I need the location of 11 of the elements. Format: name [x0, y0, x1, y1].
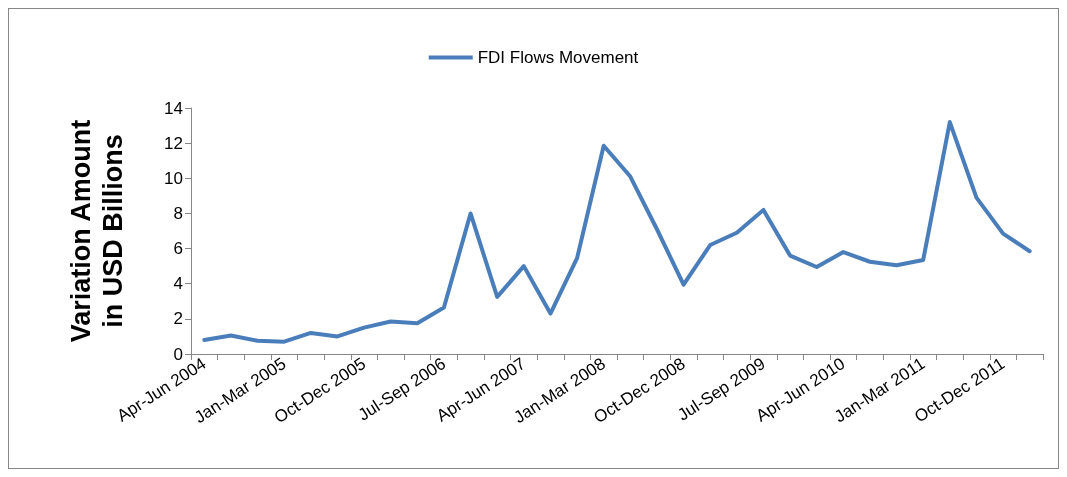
y-tick-label: 12 [164, 133, 183, 153]
y-tick-label: 10 [164, 168, 183, 188]
legend-label: FDI Flows Movement [477, 48, 639, 67]
y-tick-label: 14 [164, 98, 183, 118]
y-tick-label: 8 [173, 203, 183, 223]
y-tick-label: 2 [173, 309, 183, 329]
y-axis-title: Variation Amount in USD Billions [66, 119, 128, 343]
y-tick-label: 4 [173, 274, 183, 294]
y-tick-label: 6 [173, 239, 183, 259]
y-tick-label: 0 [173, 344, 183, 364]
line-series [202, 120, 1032, 344]
